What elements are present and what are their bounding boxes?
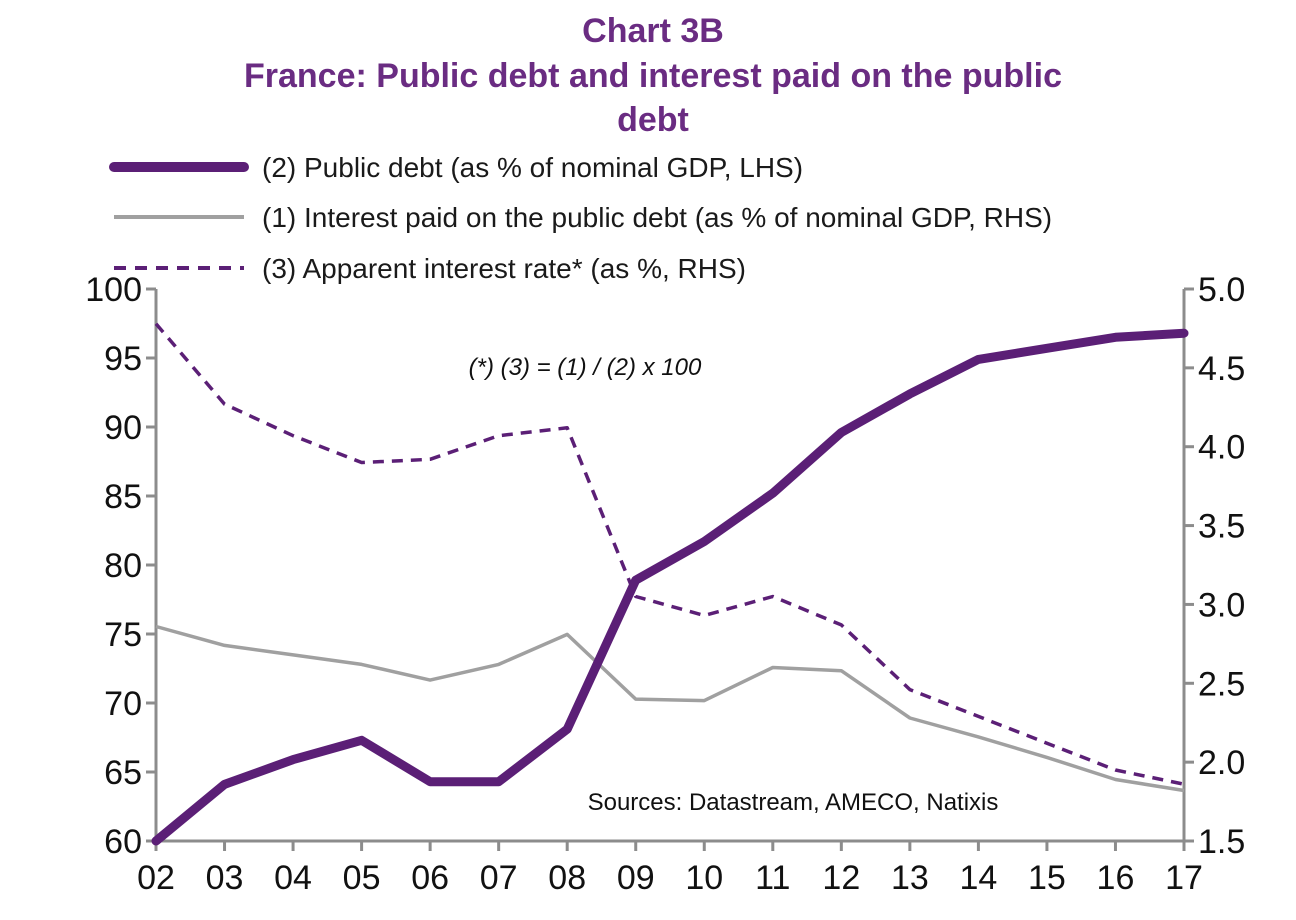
left-tick-label: 70	[104, 685, 142, 723]
x-tick-label: 08	[548, 859, 586, 897]
right-tick-label: 5.0	[1198, 271, 1245, 309]
series-layer	[151, 322, 1189, 846]
x-tick-label: 14	[959, 859, 997, 897]
right-tick-label: 2.5	[1198, 665, 1245, 703]
x-tick-label: 12	[822, 859, 860, 897]
left-tick-label: 65	[104, 754, 142, 792]
right-tick-label: 4.5	[1198, 350, 1245, 388]
right-tick-label: 4.0	[1198, 429, 1245, 467]
legend-label-apparent-rate: (3) Apparent interest rate* (as %, RHS)	[262, 253, 746, 284]
x-tick-label: 13	[891, 859, 929, 897]
chart-title: Chart 3B	[582, 12, 724, 50]
chart-subtitle-line-2: debt	[617, 101, 689, 139]
legend-label-public-debt: (2) Public debt (as % of nominal GDP, LH…	[262, 152, 803, 183]
left-tick-label: 60	[104, 823, 142, 861]
x-tick-label: 16	[1097, 859, 1135, 897]
x-tick-label: 05	[343, 859, 381, 897]
x-tick-label: 11	[755, 859, 790, 897]
axes: 100 95 90 85 80 75 70 65 60 5.0 4.5 4.0 3.5 3.0 2.5 2.0…	[85, 271, 1245, 897]
x-tick-label: 07	[480, 859, 518, 897]
chart-subtitle-line-1: France: Public debt and interest paid on…	[244, 57, 1062, 95]
legend: (2) Public debt (as % of nominal GDP, LH…	[109, 152, 1052, 284]
right-tick-label: 2.0	[1198, 744, 1245, 782]
series-public-debt-line	[151, 328, 1189, 846]
right-tick-label: 3.5	[1198, 508, 1245, 546]
source-note: Sources: Datastream, AMECO, Natixis	[588, 789, 999, 816]
series-interest-paid-line	[155, 624, 1185, 793]
x-tick-label: 06	[411, 859, 449, 897]
x-tick-label: 15	[1028, 859, 1066, 897]
left-tick-label: 80	[104, 547, 142, 585]
right-tick-label: 1.5	[1198, 823, 1245, 861]
left-tick-label: 100	[85, 271, 142, 309]
right-tick-label: 3.0	[1198, 586, 1245, 624]
left-tick-label: 85	[104, 478, 142, 516]
left-tick-label: 75	[104, 616, 142, 654]
x-tick-label: 02	[137, 859, 175, 897]
series-apparent-rate-line	[154, 322, 1185, 786]
formula-annotation: (*) (3) = (1) / (2) x 100	[469, 354, 702, 381]
x-tick-label: 17	[1165, 859, 1203, 897]
legend-label-interest-paid: (1) Interest paid on the public debt (as…	[262, 202, 1052, 233]
x-tick-label: 04	[274, 859, 312, 897]
x-tick-label: 03	[206, 859, 244, 897]
left-tick-label: 95	[104, 340, 142, 378]
x-tick-label: 09	[617, 859, 655, 897]
left-tick-label: 90	[104, 409, 142, 447]
x-tick-label: 10	[685, 859, 723, 897]
